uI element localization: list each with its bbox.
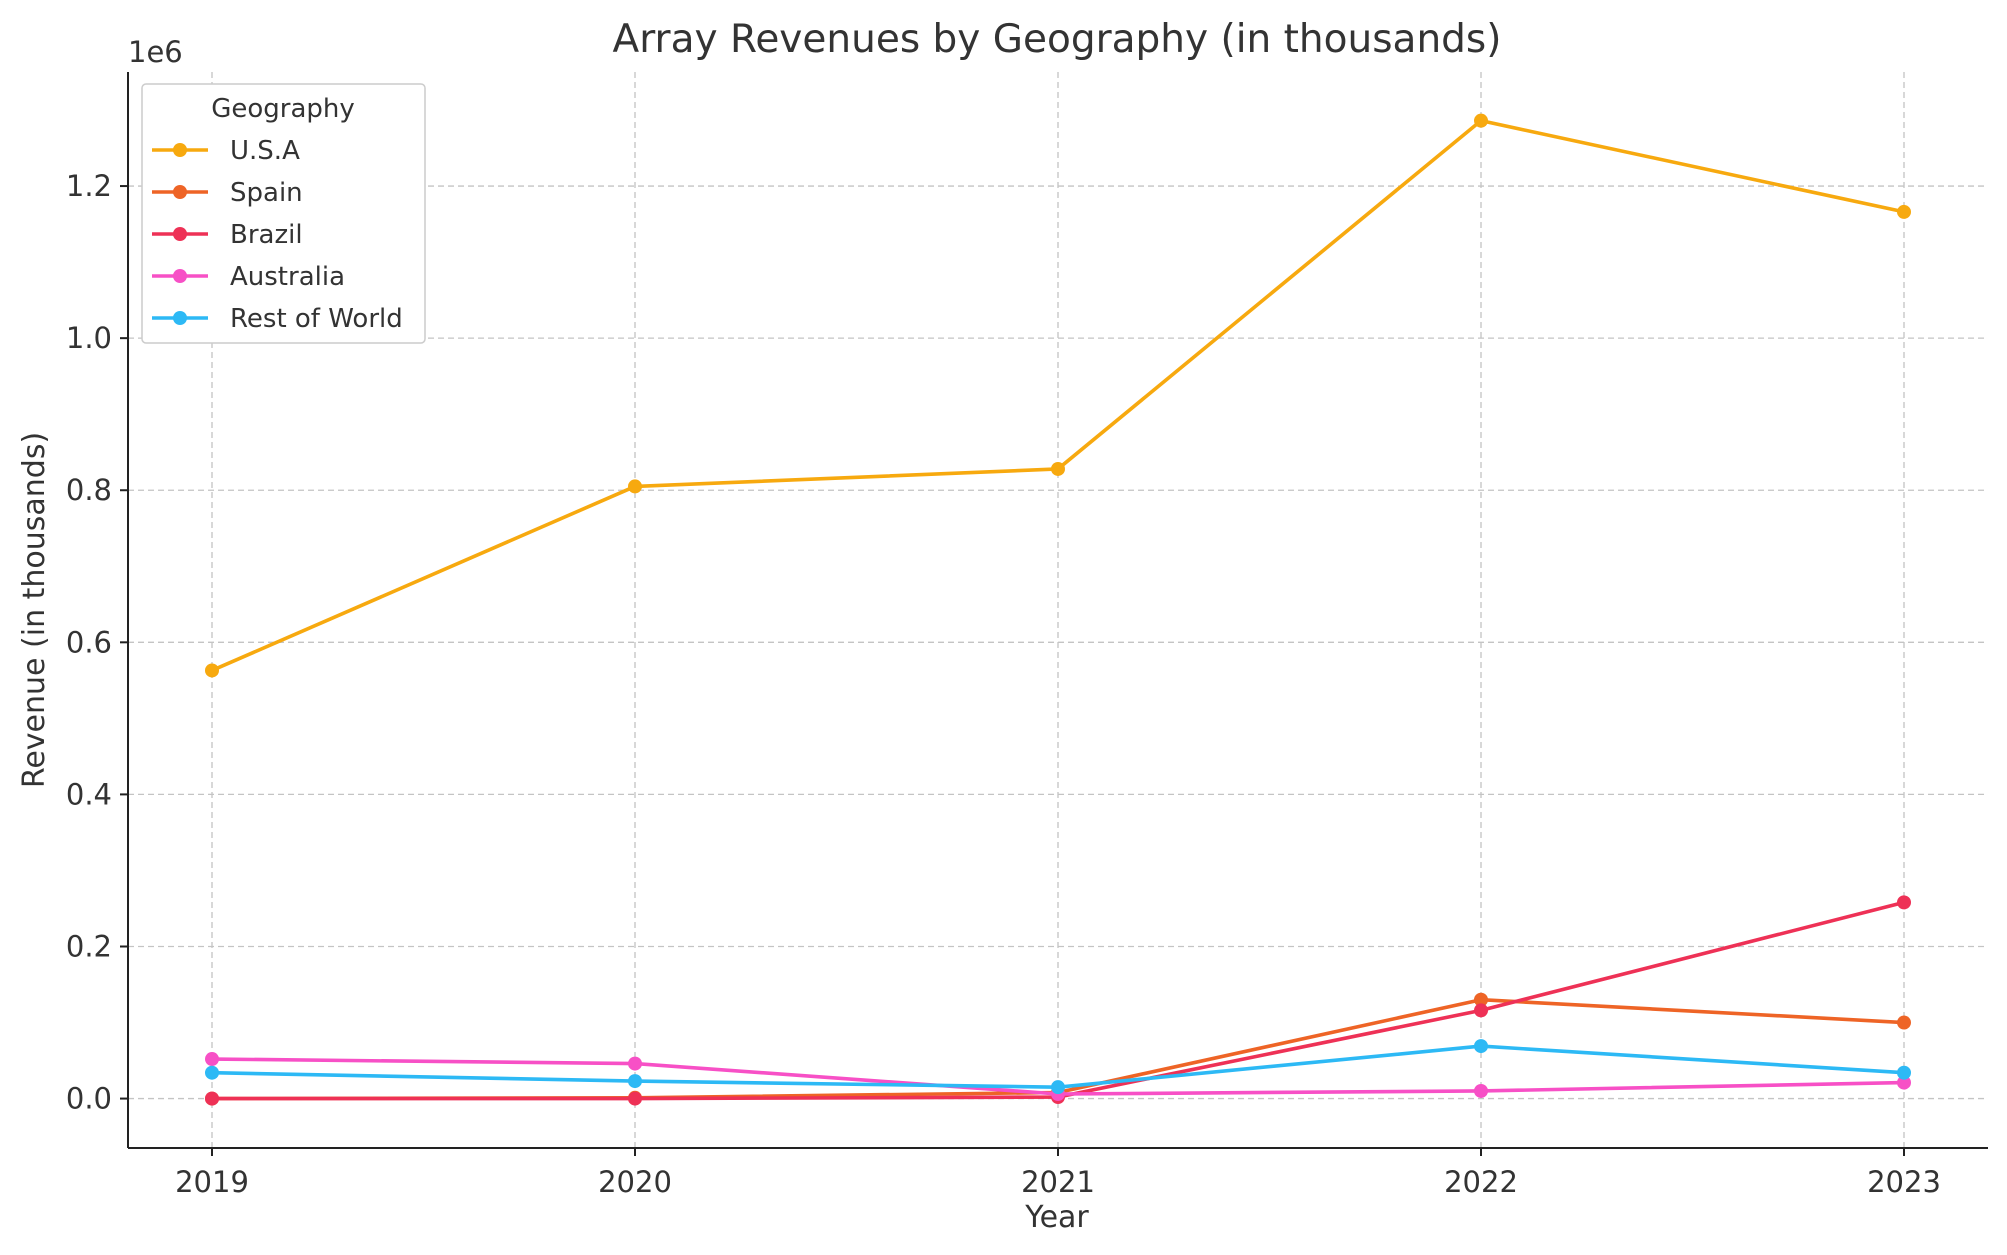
chart-title: Array Revenues by Geography (in thousand… [613, 17, 1502, 62]
y-tick-label: 0.4 [66, 777, 112, 811]
legend-swatch-marker-spain [173, 185, 187, 199]
data-point-rest-of-world [1897, 1065, 1911, 1080]
x-tick-label: 2023 [1867, 1165, 1941, 1199]
legend-items: U.S.A Spain Brazil Australia Rest of World [152, 136, 403, 334]
data-point-u-s-a [1897, 204, 1911, 219]
legend-swatch-marker-rest-of-world [173, 311, 187, 325]
ticks: 2019 2020 2021 2022 2023 0.0 0.2 0.4 0.6 0.8 1.0 1.… [66, 169, 1941, 1199]
x-tick-label: 2022 [1444, 1165, 1518, 1199]
x-tick-label: 2020 [598, 1165, 672, 1199]
y-axis-offset-label: 1e6 [128, 35, 183, 69]
data-point-australia [205, 1052, 219, 1067]
y-tick-label: 1.0 [66, 321, 112, 355]
y-axis-label: Revenue (in thousands) [17, 432, 52, 788]
y-tick-label: 0.0 [66, 1082, 112, 1116]
data-point-u-s-a [1051, 461, 1065, 476]
legend-label-australia: Australia [230, 262, 345, 292]
data-point-rest-of-world [205, 1065, 219, 1080]
series-lines [205, 113, 1911, 1106]
y-tick-label: 1.2 [66, 169, 112, 203]
y-tick-label: 0.8 [66, 473, 112, 507]
y-tick-label: 0.6 [66, 625, 112, 659]
data-point-spain [1897, 1015, 1911, 1030]
legend-label-rest-of-world: Rest of World [230, 304, 403, 334]
data-point-u-s-a [1474, 113, 1488, 128]
x-tick-label: 2021 [1021, 1165, 1095, 1199]
grid [128, 72, 1988, 1148]
y-tick-label: 0.2 [66, 929, 112, 963]
x-tick-label: 2019 [175, 1165, 249, 1199]
data-point-brazil [628, 1091, 642, 1106]
data-point-u-s-a [628, 479, 642, 494]
data-point-brazil [1897, 895, 1911, 910]
legend-label-u-s-a: U.S.A [230, 136, 300, 166]
legend-swatch-marker-brazil [173, 227, 187, 241]
data-point-brazil [1474, 1003, 1488, 1018]
data-point-spain [1474, 992, 1488, 1007]
legend-label-spain: Spain [230, 178, 303, 208]
x-axis-label: Year [1024, 1200, 1089, 1235]
legend-label-brazil: Brazil [230, 220, 303, 250]
data-point-rest-of-world [1051, 1080, 1065, 1095]
data-point-australia [1897, 1075, 1911, 1090]
data-point-u-s-a [205, 663, 219, 678]
series-line-brazil [212, 900, 1905, 1101]
legend-box [141, 83, 426, 344]
legend-swatch-marker-u-s-a [173, 143, 187, 157]
data-point-australia [628, 1056, 642, 1071]
legend-title: Geography [211, 94, 355, 124]
legend: Geography U.S.A Spain Brazil Australia Rest … [141, 83, 426, 344]
data-point-rest-of-world [1474, 1039, 1488, 1054]
legend-swatch-marker-australia [173, 269, 187, 283]
data-point-rest-of-world [628, 1074, 642, 1089]
data-point-brazil [205, 1091, 219, 1106]
data-point-australia [1474, 1083, 1488, 1098]
